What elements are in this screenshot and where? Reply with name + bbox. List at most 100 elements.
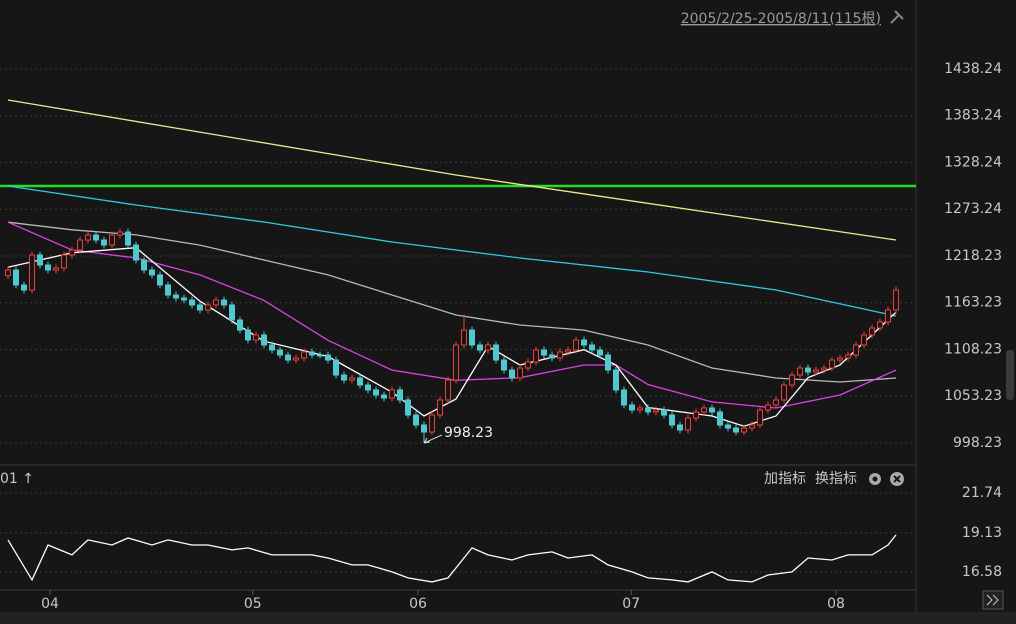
candle-body [133,244,139,261]
candle-body [581,339,587,346]
candle-body [349,377,355,381]
candle-body [533,349,539,363]
candle-body [341,374,347,381]
candle-body [365,384,371,391]
candle-body [781,384,787,401]
candle-body [637,407,643,411]
candle-body [93,234,99,241]
candle-body [645,407,651,413]
candle-body [813,369,819,373]
candle-body [501,359,507,371]
candle-body [181,297,187,301]
candle-body [69,249,75,256]
candle-body [429,414,435,433]
candle-body [837,357,843,361]
y-tick-label: 1053.23 [944,388,1002,404]
candle-body [141,259,147,271]
indicator-label: 01 ↑ [0,471,34,487]
candle-body [701,407,707,413]
candle-body [677,424,683,431]
candle-body [685,417,691,431]
line-series [7,534,897,583]
candle-body [173,294,179,299]
line-series [7,99,897,241]
candle-body [53,267,59,271]
bottom-toolbar [0,612,1016,624]
candle-body [421,424,427,433]
candle-body [101,239,107,246]
candle-body [245,329,251,341]
candle-body [21,284,27,291]
pin-icon[interactable] [890,10,904,24]
candle-body [557,351,563,359]
candle-body [293,357,299,361]
y-tick-label: 1163.23 [944,295,1002,311]
candle-body [741,427,747,433]
candle-body [189,299,195,306]
candle-body [5,269,11,277]
candle-body [381,394,387,399]
y-tick-label: 19.13 [962,525,1002,541]
candle-body [565,349,571,353]
x-tick-label: 08 [827,596,845,612]
candle-body [605,354,611,371]
candle-body [309,351,315,356]
candle-body [661,409,667,416]
candle-body [757,409,763,426]
candle-body [789,374,795,386]
expand-icon [986,594,999,606]
close-icon-cross [893,475,901,483]
candle-body [221,299,227,306]
expand-button[interactable] [982,590,1004,610]
range-label[interactable]: 2005/2/25-2005/8/11(115根) [681,11,881,27]
candle-body [157,274,163,286]
candle-body [765,404,771,411]
candle-body [61,254,67,269]
candle-body [325,354,331,361]
candle-body [437,399,443,416]
candle-body [197,304,203,311]
candle-body [77,239,83,251]
x-tick-label: 04 [41,596,59,612]
candle-body [469,329,475,346]
y-tick-label: 1328.24 [944,154,1002,170]
candle-body [445,379,451,401]
candle-body [797,367,803,376]
candle-body [829,359,835,369]
line-series [7,221,897,409]
candle-body [229,304,235,321]
add-indicator-button[interactable]: 加指标 [764,471,806,487]
scrollbar[interactable] [1006,350,1014,400]
switch-indicator-button[interactable]: 换指标 [815,470,857,487]
y-tick-label: 16.58 [962,564,1002,580]
candle-body [717,411,723,426]
y-tick-label: 998.23 [953,435,1002,451]
candle-body [37,254,43,266]
candle-body [405,399,411,416]
line-series [7,185,897,317]
candle-body [709,407,715,413]
candle-body [861,334,867,346]
candle-body [629,404,635,411]
candle-body [517,367,523,379]
candle-body [805,367,811,373]
candle-body [373,389,379,396]
annotation-label: 998.23 [444,425,493,441]
candle-body [117,231,123,236]
candle-body [893,289,899,311]
candle-body [213,299,219,306]
line-series [7,221,897,383]
candle-body [413,414,419,426]
candle-body [85,234,91,241]
candle-body [125,231,131,246]
candle-body [285,354,291,361]
candle-body [821,367,827,371]
annotation-arrow [423,434,443,444]
candle-body [573,339,579,351]
x-tick-label: 07 [622,596,640,612]
candle-body [149,269,155,276]
candle-body [869,327,875,336]
